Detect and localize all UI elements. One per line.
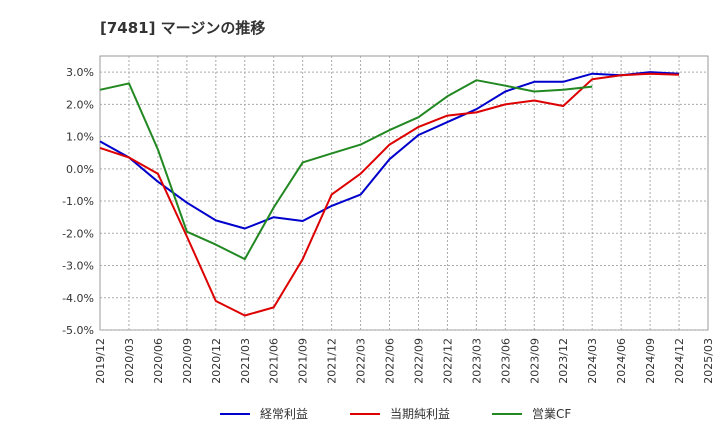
x-tick-label: 2022/03 <box>355 338 368 384</box>
x-tick-label: 2021/12 <box>326 338 339 384</box>
x-axis-ticks: 2019/12 2020/03 2020/06 2020/09 2020/12 2021/… <box>94 338 715 384</box>
x-tick-label: 2020/12 <box>210 338 223 384</box>
legend: 経常利益 当期純利益 営業CF <box>220 407 571 421</box>
y-tick-label: -1.0% <box>62 195 94 208</box>
y-tick-label: -3.0% <box>62 260 94 273</box>
x-tick-label: 2019/12 <box>94 338 107 384</box>
x-tick-label: 2020/03 <box>123 338 136 384</box>
x-tick-label: 2020/06 <box>152 338 165 384</box>
legend-label-3: 営業CF <box>532 407 571 421</box>
x-tick-label: 2025/03 <box>702 338 715 384</box>
chart-title: [7481] マージンの推移 <box>100 19 265 37</box>
x-tick-label: 2024/03 <box>586 338 599 384</box>
legend-label-1: 経常利益 <box>260 407 308 421</box>
y-tick-label: -2.0% <box>62 227 94 240</box>
x-tick-label: 2021/03 <box>239 338 252 384</box>
y-tick-label: 3.0% <box>66 66 94 79</box>
x-tick-label: 2024/12 <box>673 338 686 384</box>
x-tick-label: 2023/12 <box>557 338 570 384</box>
series-lines <box>99 71 680 317</box>
x-tick-label: 2024/06 <box>615 338 628 384</box>
y-tick-label: 2.0% <box>66 98 94 111</box>
x-tick-label: 2024/09 <box>644 338 657 384</box>
vertical-gridlines <box>128 56 680 330</box>
x-tick-label: 2021/09 <box>297 338 310 384</box>
y-tick-label: -5.0% <box>62 324 94 337</box>
x-tick-label: 2021/06 <box>268 338 281 384</box>
legend-label-2: 当期純利益 <box>390 407 450 421</box>
y-tick-label: 0.0% <box>66 163 94 176</box>
x-tick-label: 2023/09 <box>528 338 541 384</box>
x-tick-label: 2020/09 <box>181 338 194 384</box>
y-tick-label: -4.0% <box>62 292 94 305</box>
y-tick-label: 1.0% <box>66 131 94 144</box>
series-line-3 <box>99 79 593 261</box>
x-tick-label: 2023/06 <box>499 338 512 384</box>
x-tick-label: 2022/06 <box>384 338 397 384</box>
y-axis-ticks: 3.0% 2.0% 1.0% 0.0% -1.0% -2.0% -3.0% -4.0% -5.0… <box>62 66 94 337</box>
x-tick-label: 2022/09 <box>412 338 425 384</box>
x-tick-label: 2022/12 <box>441 338 454 384</box>
plot-area <box>99 55 709 331</box>
x-tick-label: 2023/03 <box>470 338 483 384</box>
series-line-1 <box>99 71 680 230</box>
